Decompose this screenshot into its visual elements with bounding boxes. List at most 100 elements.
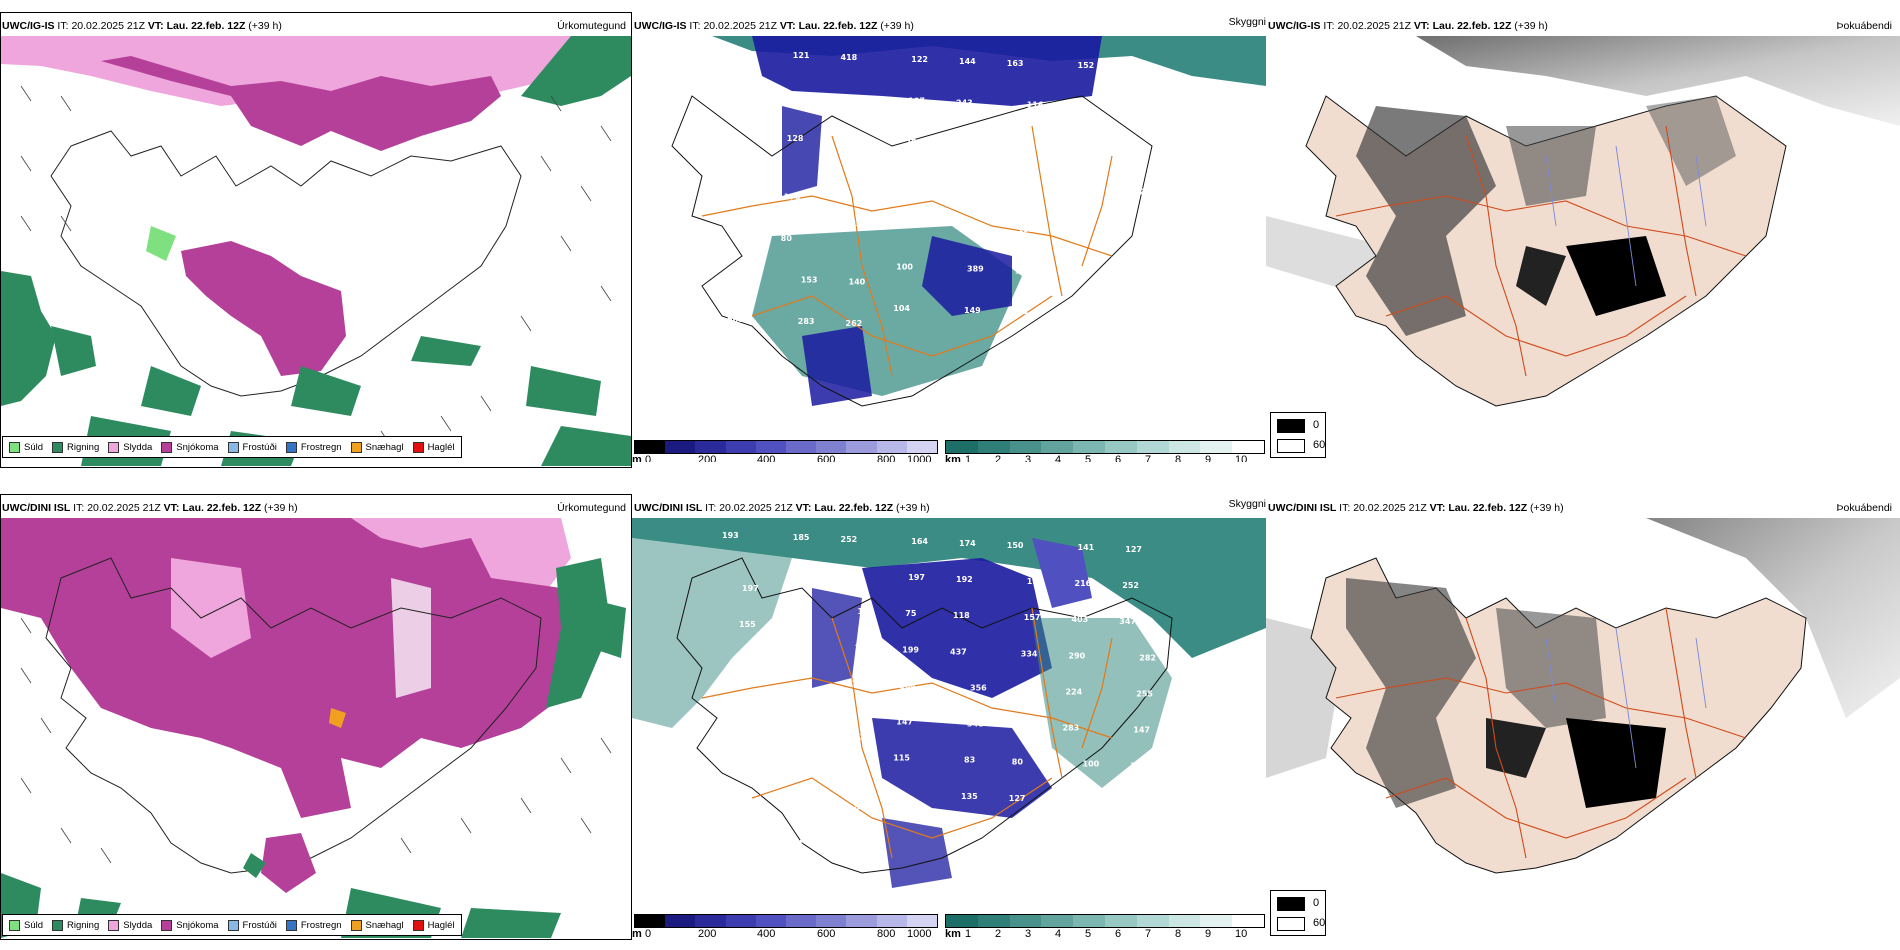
visibility-label: 197 — [742, 584, 759, 593]
vis-tick-5: 6 — [1115, 928, 1122, 940]
visibility-label: 255 — [1136, 689, 1153, 698]
visibility-label: 192 — [956, 575, 973, 584]
model-name: UWC/IG-IS — [634, 20, 687, 32]
visibility-label: 122 — [911, 55, 928, 64]
it-label: IT: — [57, 20, 69, 32]
legend-item: Slydda — [108, 441, 152, 453]
lead-time: (+39 h) — [248, 20, 282, 32]
cloud-tick-0: 0 — [645, 454, 652, 462]
legend-item: Súld — [9, 919, 43, 931]
precip-frame — [0, 12, 632, 468]
cloud-tick-3: 600 — [817, 454, 836, 462]
legend-item: Slydda — [108, 919, 152, 931]
visibility-label: 140 — [722, 49, 739, 58]
visibility-label: 282 — [1139, 653, 1156, 662]
vis-tick-9: 10 — [1235, 454, 1248, 462]
cloud-tick-0: 0 — [645, 928, 652, 940]
legend-swatch — [350, 919, 362, 931]
visibility-label: 100 — [1083, 760, 1100, 769]
cloud-tick-1: 200 — [698, 454, 717, 462]
it-value: 20.02.2025 21Z — [1353, 502, 1427, 514]
ice-legend-2: 0 60 — [1270, 890, 1326, 936]
visibility-label: 256 — [905, 138, 922, 147]
visibility-label: 164 — [911, 537, 928, 546]
legend-swatch — [227, 919, 239, 931]
visibility-label: 324 — [1018, 685, 1035, 694]
legend-swatch — [161, 919, 173, 931]
visibility-label: 174 — [959, 539, 976, 548]
visibility-label: 92 — [1066, 227, 1077, 236]
legend-swatch — [52, 441, 64, 453]
visibility-label: 197 — [908, 573, 925, 582]
visibility-label: 283 — [1063, 724, 1080, 733]
ice-min: 60 — [1313, 439, 1326, 451]
visibility-label: 107 — [908, 97, 925, 106]
visibility-label: 24 — [1139, 188, 1151, 197]
legend-item: Frostregn — [285, 441, 342, 453]
legend-swatch — [108, 919, 120, 931]
visibility-label: 48 — [724, 357, 736, 366]
it-value: 20.02.2025 21Z — [719, 502, 793, 514]
legend-item: Snæhagl — [350, 441, 404, 453]
visibility-label: 97 — [838, 95, 849, 104]
it-label: IT: — [689, 20, 701, 32]
visibility-label: 75 — [905, 609, 917, 618]
visibility-label: 135 — [961, 792, 978, 801]
precip-title: Úrkomutegund — [557, 20, 626, 32]
visibility-label: 123 — [727, 765, 744, 774]
legend-item: Snjókoma — [161, 441, 219, 453]
cloud-tick-5: 1000 — [907, 454, 932, 462]
visibility-label: 334 — [1021, 649, 1038, 658]
vis-tick-5: 6 — [1115, 454, 1122, 462]
visibility-label: 170 — [784, 193, 801, 202]
visibility-label: 475 — [801, 731, 818, 740]
visibility-label: 262 — [846, 319, 863, 328]
visibility-label: 283 — [798, 317, 815, 326]
legend-item: Snjókoma — [161, 919, 219, 931]
vis-tick-2: 3 — [1025, 928, 1032, 940]
model-name: UWC/DINI ISL — [1268, 502, 1337, 514]
cloud-tick-1: 200 — [698, 928, 717, 940]
vis-tick-6: 7 — [1145, 928, 1152, 940]
vis-tick-7: 8 — [1175, 454, 1182, 462]
cloud-colorbar-2 — [634, 914, 938, 928]
ice-max: 0 — [1313, 897, 1320, 909]
precip-panel-1: UWC/IG-IS IT: 20.02.2025 21Z VT: Lau. 22… — [0, 12, 632, 468]
visibility-label: 252 — [841, 535, 858, 544]
visibility-label: 437 — [950, 647, 967, 656]
model-name: UWC/DINI ISL — [2, 502, 71, 514]
visibility-label: 565 — [727, 315, 744, 324]
visibility-label: 100 — [896, 263, 913, 272]
visibility-label: 181 — [1080, 796, 1097, 805]
model-name: UWC/DINI ISL — [634, 502, 703, 514]
visibility-label: 168 — [787, 605, 804, 614]
vt-value: Lau. 22.feb. 12Z — [1448, 502, 1528, 514]
visibility-label: 163 — [1015, 267, 1032, 276]
visibility-label: 243 — [956, 99, 973, 108]
precip-header-2: UWC/DINI ISL IT: 20.02.2025 21Z VT: Lau.… — [2, 502, 298, 514]
precip-legend-2: Súld Rigning Slydda Snjókoma Frostúði Fr… — [2, 914, 462, 936]
visibility-label: 418 — [841, 53, 858, 62]
ice-panel-1: UWC/IG-IS IT: 20.02.2025 21Z VT: Lau. 22… — [1266, 12, 1900, 462]
visibility-label: 124 — [1012, 308, 1029, 317]
ice-header-2: UWC/DINI ISL IT: 20.02.2025 21Z VT: Lau.… — [1268, 502, 1564, 514]
legend-swatch — [350, 441, 362, 453]
ice-panel-2: UWC/DINI ISL IT: 20.02.2025 21Z VT: Lau.… — [1266, 494, 1900, 940]
visibility-labels: 193 185 252 164 174 150 141 127 197 135 478 197 192 1… — [722, 531, 1156, 848]
visibility-label: 168 — [852, 679, 869, 688]
visibility-label: 135 — [790, 569, 807, 578]
vt-label: VT: — [147, 20, 164, 32]
visibility-label: 154 — [1027, 577, 1044, 586]
legend-item: Frostregn — [285, 919, 342, 931]
ice-title: Þokuábendi — [1836, 20, 1892, 32]
visibility-label: 127 — [1009, 794, 1026, 803]
vis-unit: km — [945, 454, 961, 462]
visibility-labels: 140 121 418 122 144 163 152 133 104 100 97 107 243 11… — [722, 49, 1153, 366]
vis-tick-3: 4 — [1055, 928, 1062, 940]
visibility-label: 153 — [801, 276, 818, 285]
lead-time: (+39 h) — [1530, 502, 1564, 514]
vis-tick-4: 5 — [1085, 928, 1092, 940]
it-value: 20.02.2025 21Z — [1337, 20, 1411, 32]
vis-tick-4: 5 — [1085, 454, 1092, 462]
model-name: UWC/IG-IS — [2, 20, 55, 32]
